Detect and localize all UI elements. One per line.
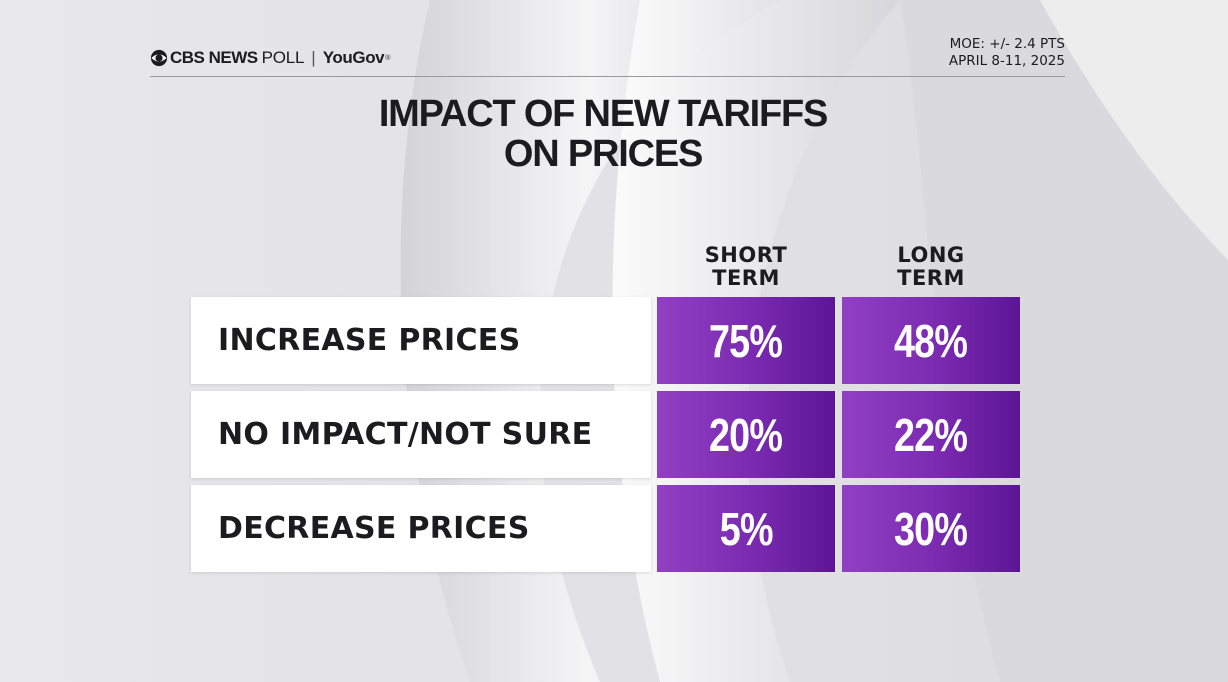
row-label: DECREASE PRICES	[218, 511, 530, 546]
value-cell: 22%	[842, 391, 1020, 478]
poll-info: MOE: +/- 2.4 PTS APRIL 8-11, 2025	[949, 36, 1065, 70]
value-cell: 5%	[657, 485, 835, 572]
margin-of-error: MOE: +/- 2.4 PTS	[949, 36, 1065, 52]
poll-dates: APRIL 8-11, 2025	[948, 53, 1065, 69]
value-label: 20%	[709, 408, 783, 461]
column-header-1: LONG TERM	[842, 244, 1020, 290]
row-label: INCREASE PRICES	[218, 323, 521, 358]
column-header-line-1: SHORT	[704, 243, 788, 267]
brand-separator: |	[311, 48, 316, 67]
column-header-line-1: LONG	[897, 243, 965, 267]
column-header-line-2: TERM	[712, 266, 780, 290]
row-label-box: NO IMPACT/NOT SURE	[191, 391, 651, 478]
column-header-line-2: TERM	[897, 266, 965, 290]
header-divider	[150, 76, 1065, 77]
value-label: 75%	[709, 314, 783, 367]
chart-title: IMPACT OF NEW TARIFFS ON PRICES	[290, 94, 916, 174]
cbs-yougov-brand: CBS NEWS POLL | YouGov ®	[150, 46, 390, 70]
chart-title-line-2: ON PRICES	[503, 133, 703, 175]
brand-poll: POLL	[261, 48, 305, 67]
brand-cbs-news: CBS NEWS	[170, 48, 258, 67]
value-label: 48%	[894, 314, 968, 367]
row-label-box: DECREASE PRICES	[191, 485, 651, 572]
value-cell: 48%	[842, 297, 1020, 384]
row-label: NO IMPACT/NOT SURE	[218, 417, 593, 452]
column-header-0: SHORT TERM	[657, 244, 835, 290]
value-label: 30%	[894, 502, 968, 555]
value-label: 5%	[719, 502, 774, 555]
value-label: 22%	[894, 408, 968, 461]
value-cell: 75%	[657, 297, 835, 384]
brand-registered-mark: ®	[385, 54, 391, 62]
value-cell: 30%	[842, 485, 1020, 572]
chart-title-line-1: IMPACT OF NEW TARIFFS	[378, 93, 829, 135]
brand-yougov: YouGov	[322, 48, 385, 67]
value-cell: 20%	[657, 391, 835, 478]
cbs-eye-icon	[150, 49, 168, 67]
row-label-box: INCREASE PRICES	[191, 297, 651, 384]
